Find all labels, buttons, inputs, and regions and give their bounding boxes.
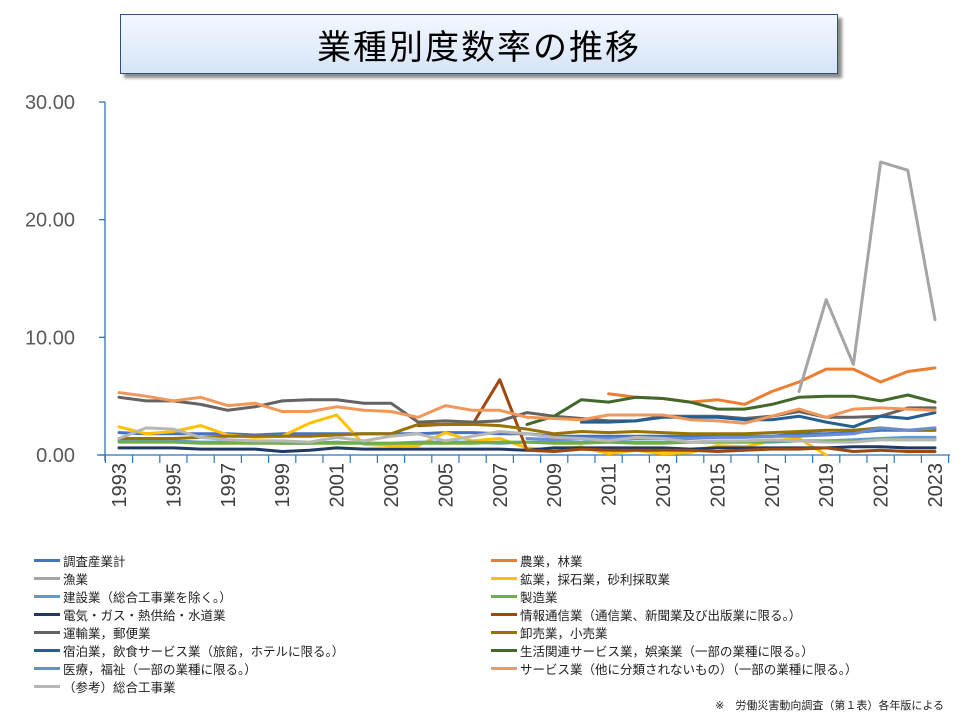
legend-item: 建設業（総合工事業を除く。） — [34, 587, 232, 605]
legend-label: 運輸業，郵便業 — [63, 625, 151, 641]
legend-item: サービス業（他に分類されないもの）（一部の業種に限る。） — [491, 660, 858, 678]
x-tick-label: 2009 — [544, 463, 566, 508]
legend-item: 生活関連サービス業，娯楽業（一部の業種に限る。） — [491, 642, 814, 660]
series-line-9 — [117, 422, 937, 440]
legend-label: 電気・ガス・熱供給・水道業 — [63, 607, 226, 623]
x-tick-label: 2021 — [871, 463, 893, 508]
legend-swatch — [491, 594, 517, 598]
x-tick-label: 2001 — [327, 463, 349, 508]
x-tick-label: 2019 — [816, 463, 838, 508]
legend-label: サービス業（他に分類されないもの）（一部の業種に限る。） — [520, 662, 858, 678]
legend-swatch — [34, 667, 60, 671]
x-tick-label: 2003 — [381, 463, 403, 508]
legend-item: 調査産業計 — [34, 551, 126, 569]
legend-swatch — [34, 594, 60, 598]
x-tick-label: 2017 — [762, 463, 784, 508]
x-tick-label: 2023 — [925, 463, 947, 508]
chart-title-box: 業種別度数率の推移 — [120, 14, 838, 74]
chart-title: 業種別度数率の推移 — [317, 27, 641, 68]
legend-item: 宿泊業，飲食サービス業（旅館，ホテルに限る。） — [34, 642, 344, 660]
legend-item: 運輸業，郵便業 — [34, 623, 151, 641]
series-line-8 — [117, 395, 937, 424]
series-line-7 — [416, 378, 937, 453]
x-tick-label: 2005 — [435, 463, 457, 508]
legend-swatch — [34, 649, 60, 652]
legend-label: 鉱業，採石業，砂利採取業 — [520, 571, 671, 587]
legend-item: 医療，福祉（一部の業種に限る。） — [34, 660, 257, 678]
source-footnote: ※ 労働災害動向調査（第１表）各年版による — [715, 699, 944, 712]
legend-swatch — [491, 630, 517, 634]
legend-item: （参考）総合工事業 — [34, 678, 176, 696]
legend-label: 建設業（総合工事業を除く。） — [63, 589, 232, 605]
legend-swatch — [491, 612, 517, 616]
y-tick-label: 30.00 — [25, 92, 75, 114]
legend-swatch — [491, 667, 517, 671]
legend-item: 電気・ガス・熱供給・水道業 — [34, 605, 226, 623]
series-line-13 — [117, 391, 937, 425]
x-tick-label: 1993 — [109, 463, 131, 508]
legend-swatch — [34, 576, 60, 580]
series-line-2 — [797, 160, 937, 393]
legend-item: 漁業 — [34, 569, 88, 587]
legend-item: 鉱業，採石業，砂利採取業 — [491, 569, 670, 587]
y-tick-label: 20.00 — [25, 210, 75, 232]
legend-label: 卸売業，小売業 — [520, 625, 608, 641]
legend-label: 農業，林業 — [520, 553, 583, 569]
legend-swatch — [491, 558, 517, 562]
legend-swatch — [34, 612, 60, 616]
y-tick-label: 10.00 — [25, 327, 75, 349]
y-tick-label: 0.00 — [36, 445, 75, 467]
legend-label: 製造業 — [520, 589, 558, 605]
legend-swatch — [491, 576, 517, 580]
legend-label: 生活関連サービス業，娯楽業（一部の業種に限る。） — [520, 644, 814, 659]
legend-swatch — [34, 630, 60, 634]
x-tick-label: 2013 — [653, 463, 675, 508]
legend-swatch — [34, 558, 60, 562]
legend-item: 情報通信業（通信業、新聞業及び出版業に限る。） — [491, 605, 801, 623]
x-tick-label: 1995 — [163, 463, 185, 508]
legend-label: （参考）総合工事業 — [63, 680, 176, 696]
series-line-11 — [525, 393, 937, 426]
series-line-14 — [117, 426, 937, 444]
legend-item: 製造業 — [491, 587, 558, 605]
legend-swatch — [491, 649, 517, 652]
legend-label: 宿泊業，飲食サービス業（旅館，ホテルに限る。） — [63, 644, 345, 659]
legend-label: 医療，福祉（一部の業種に限る。） — [63, 662, 257, 678]
legend-label: 漁業 — [63, 571, 89, 587]
legend-label: 調査産業計 — [63, 553, 126, 569]
legend-item: 卸売業，小売業 — [491, 623, 608, 641]
x-tick-label: 1999 — [272, 463, 294, 508]
x-tick-label: 1997 — [218, 463, 240, 508]
legend-label: 情報通信業（通信業、新聞業及び出版業に限る。） — [520, 607, 802, 623]
x-tick-label: 2011 — [599, 463, 621, 506]
legend-swatch — [34, 685, 60, 689]
x-tick-label: 2007 — [490, 463, 512, 508]
x-tick-label: 2015 — [707, 463, 729, 508]
legend-item: 農業，林業 — [491, 551, 583, 569]
